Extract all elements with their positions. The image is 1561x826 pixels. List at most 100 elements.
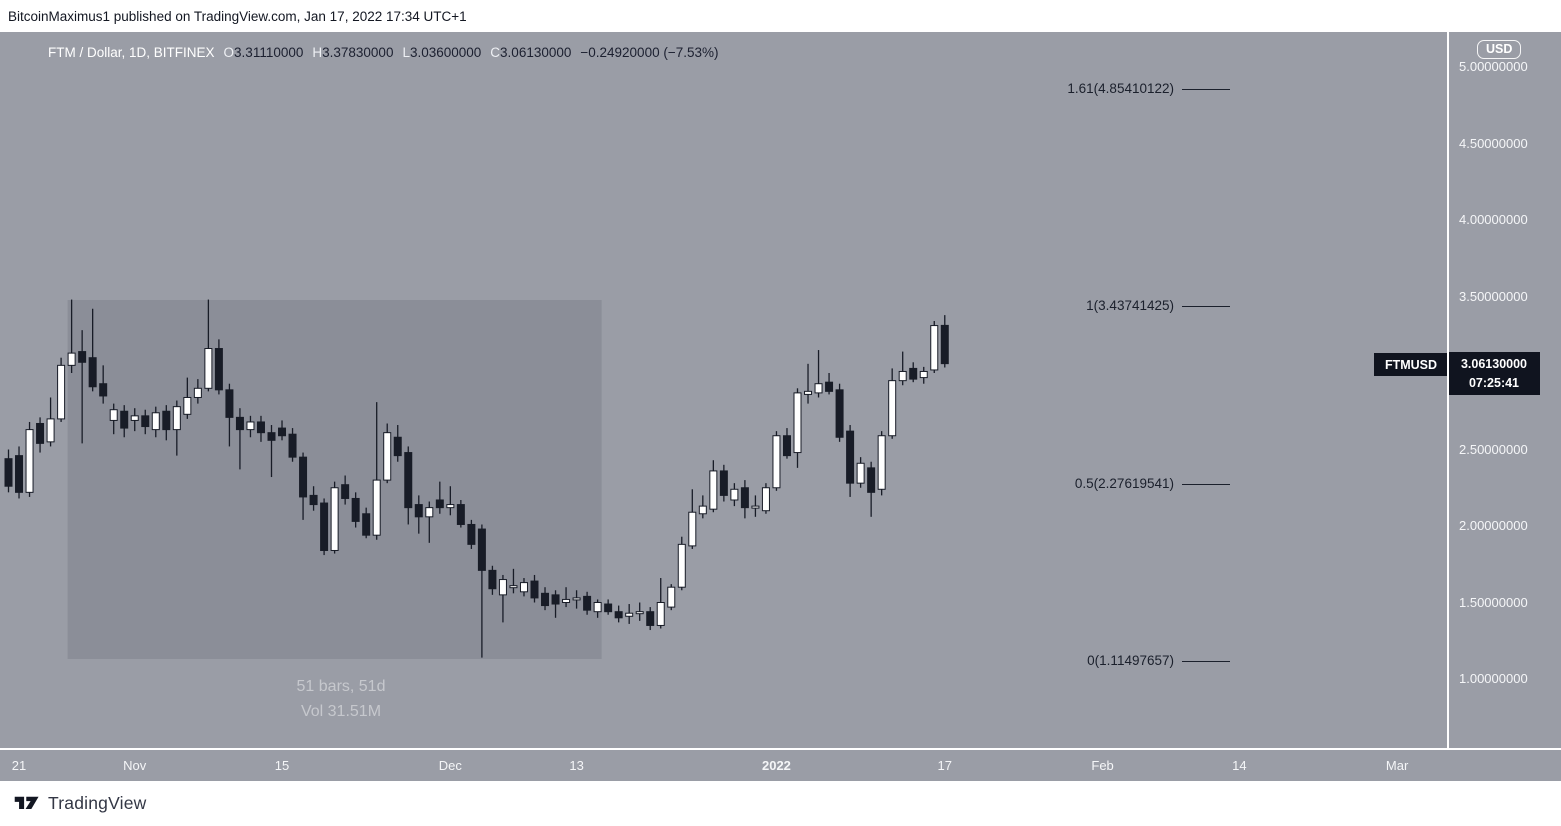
candle xyxy=(593,599,602,618)
ohlc-pair: H 3.37830000 xyxy=(312,45,394,60)
candle xyxy=(730,483,739,507)
candle xyxy=(88,308,97,392)
candle xyxy=(309,486,318,511)
candle xyxy=(709,460,718,513)
price-tick-label: 5.00000000 xyxy=(1459,59,1528,74)
candle xyxy=(909,362,918,383)
candle xyxy=(214,339,223,395)
candle xyxy=(509,568,518,594)
candle xyxy=(940,315,949,368)
candle xyxy=(393,425,402,462)
candle xyxy=(351,492,360,528)
candle xyxy=(204,299,213,392)
ohlc-pair: O 3.31110000 xyxy=(223,45,304,60)
candle xyxy=(225,383,234,447)
candle xyxy=(267,425,276,478)
candle xyxy=(625,604,634,624)
candle xyxy=(751,495,760,517)
fib-level-line[interactable] xyxy=(1182,483,1230,485)
fib-level-line[interactable] xyxy=(1182,306,1230,308)
ohlc-pair: L 3.03600000 xyxy=(402,45,482,60)
time-tick-label: Mar xyxy=(1385,758,1409,773)
candle xyxy=(677,536,686,591)
candle xyxy=(688,489,697,549)
time-tick-label: Dec xyxy=(438,758,462,773)
candle xyxy=(4,449,13,493)
candle xyxy=(456,499,465,528)
candle xyxy=(425,501,434,543)
candle xyxy=(256,415,265,442)
chart-legend: FTM / Dollar, 1D, BITFINEX O 3.31110000 H 3… xyxy=(48,45,719,60)
time-tick-label: 2022 xyxy=(761,758,791,773)
candle xyxy=(898,351,907,386)
candle xyxy=(320,498,329,556)
chart-pane[interactable]: FTM / Dollar, 1D, BITFINEX O 3.31110000 H 3… xyxy=(0,32,1447,748)
candle xyxy=(383,423,392,484)
tradingview-logo-icon[interactable] xyxy=(14,794,40,814)
selection-box[interactable] xyxy=(67,300,602,659)
candle xyxy=(583,591,592,615)
price-tick-label: 3.50000000 xyxy=(1459,288,1528,304)
time-tick-label: Nov xyxy=(123,758,147,773)
attribution-bar: BitcoinMaximus1 published on TradingView… xyxy=(0,0,1561,32)
candle xyxy=(151,406,160,438)
candlestick-chart[interactable] xyxy=(0,32,1447,748)
candle xyxy=(519,578,528,597)
candle xyxy=(341,475,350,505)
candle xyxy=(288,428,297,462)
candle xyxy=(299,452,308,520)
fib-level-line[interactable] xyxy=(1182,89,1230,91)
candle xyxy=(604,599,613,615)
candle xyxy=(498,574,507,623)
candle xyxy=(477,524,486,658)
candle xyxy=(541,587,550,611)
candle xyxy=(761,483,770,514)
selection-bars-text: 51 bars, 51d xyxy=(296,678,386,695)
candle xyxy=(246,415,255,438)
time-tick-label: Feb xyxy=(1091,758,1114,773)
candle xyxy=(635,602,644,621)
time-tick-label: 21 xyxy=(11,758,27,773)
candle xyxy=(867,461,876,517)
candle xyxy=(562,587,571,608)
candle xyxy=(330,481,339,554)
candle xyxy=(656,578,665,629)
candle xyxy=(551,590,560,618)
candle xyxy=(793,388,802,468)
symbol-title: FTM / Dollar, 1D, BITFINEX xyxy=(48,45,215,60)
candle xyxy=(362,507,371,539)
candle xyxy=(846,425,855,497)
fib-level-line[interactable] xyxy=(1182,661,1230,663)
attribution-text: BitcoinMaximus1 published on TradingView… xyxy=(8,8,467,24)
price-tick-label: 2.50000000 xyxy=(1459,441,1528,457)
candle xyxy=(372,402,381,540)
candle xyxy=(488,565,497,595)
candle xyxy=(814,350,823,398)
selection-volume-text: Vol 31.51M xyxy=(300,703,382,720)
candle xyxy=(193,379,202,404)
candle xyxy=(646,607,655,631)
last-price-label: 3.06130000 07:25:41 xyxy=(1448,352,1540,395)
candle xyxy=(930,320,939,373)
candle xyxy=(162,405,171,441)
time-axis[interactable]: 21 Nov 15 Dec 13 2022 17 Feb 14 Mar xyxy=(0,748,1561,781)
price-tick-label: 1.50000000 xyxy=(1459,594,1528,610)
price-tick-label: 4.00000000 xyxy=(1459,212,1528,227)
candle xyxy=(109,403,118,435)
candle xyxy=(46,397,55,447)
change-value: −0.24920000 (−7.53%) xyxy=(580,45,719,60)
candle xyxy=(888,368,897,439)
candle xyxy=(740,480,749,519)
bar-countdown: 07:25:41 xyxy=(1468,375,1520,390)
ohlc-pair: C 3.06130000 xyxy=(490,45,572,60)
candle xyxy=(435,481,444,514)
candle xyxy=(404,446,413,525)
time-tick-label: 17 xyxy=(937,758,952,773)
price-tick-label: 2.00000000 xyxy=(1459,518,1528,533)
candle xyxy=(856,457,865,488)
time-tick-label: 13 xyxy=(569,758,584,773)
time-tick-label: 14 xyxy=(1232,758,1247,773)
tradingview-brand-text[interactable]: TradingView xyxy=(48,793,147,813)
candle xyxy=(278,420,287,441)
